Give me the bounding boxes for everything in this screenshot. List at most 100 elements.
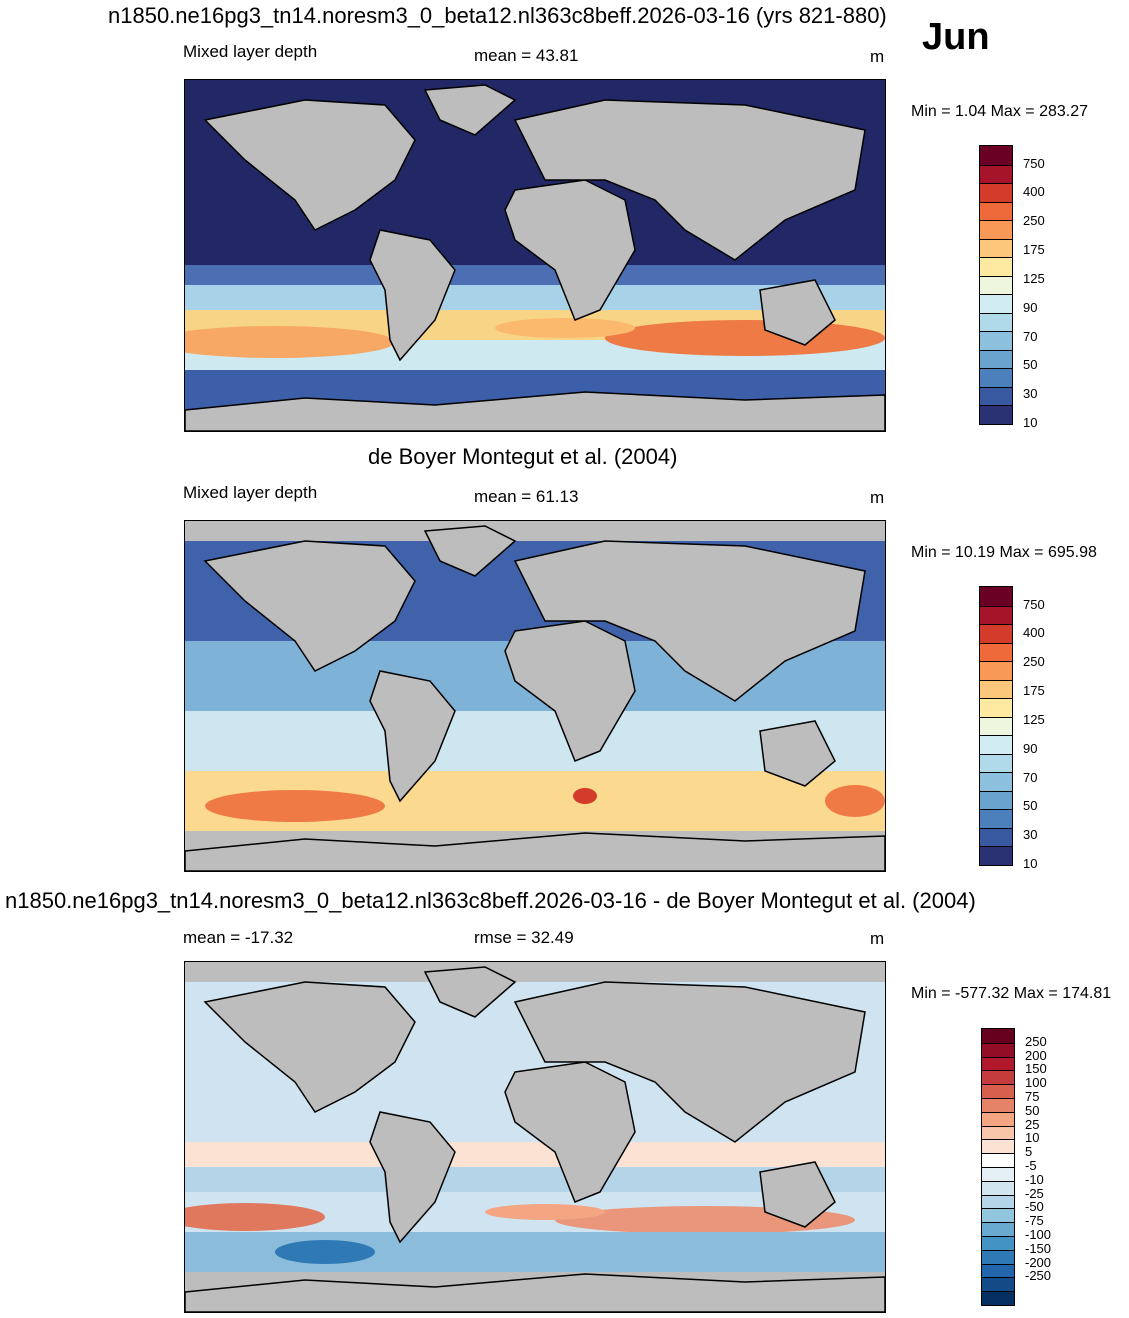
- map-diff: [184, 961, 886, 1313]
- colorbar-tick-label: 25: [1025, 1116, 1040, 1132]
- colorbar-tick-label: 50: [1023, 357, 1038, 373]
- colorbar-tick-label: -200: [1025, 1254, 1052, 1270]
- figure-title: n1850.ne16pg3_tn14.noresm3_0_beta12.nl36…: [108, 3, 887, 28]
- colorbar-tick-label: 10: [1023, 415, 1038, 430]
- colorbar-swatch: [982, 1291, 1014, 1305]
- colorbar-swatch: [980, 331, 1012, 350]
- colorbar-swatch: [982, 1056, 1014, 1071]
- colorbar-swatch: [982, 1084, 1014, 1098]
- colorbar-tick-label: 75: [1025, 1089, 1040, 1104]
- colorbar-swatch: [980, 716, 1012, 736]
- colorbar-swatch: [980, 275, 1012, 295]
- colorbar-swatch: [982, 1180, 1014, 1195]
- colorbar-swatch: [980, 679, 1012, 699]
- map-model: [184, 79, 886, 432]
- colorbar-tick-label: 70: [1023, 328, 1038, 344]
- colorbar-tick-label: 125: [1023, 711, 1045, 727]
- colorbar-tick-label: 70: [1023, 769, 1038, 785]
- colorbar-swatch: [982, 1029, 1014, 1043]
- colorbar-swatch: [980, 164, 1012, 184]
- colorbar-swatch: [980, 257, 1012, 276]
- panel-diff-rmse: rmse = 32.49: [474, 928, 574, 947]
- colorbar-swatch: [982, 1042, 1014, 1057]
- colorbar-tick-label: 175: [1023, 683, 1045, 699]
- colorbar-swatch: [980, 220, 1012, 239]
- colorbar-tick-label: 400: [1023, 184, 1045, 200]
- colorbar-swatch: [982, 1222, 1014, 1236]
- colorbar-diff-box: [981, 1028, 1015, 1306]
- colorbar-tick-label: 750: [1023, 596, 1045, 612]
- colorbar-swatch: [980, 183, 1012, 202]
- colorbar-swatch: [980, 790, 1012, 810]
- colorbar-tick-label: -25: [1025, 1185, 1044, 1201]
- colorbar-tick-label: 175: [1023, 242, 1045, 258]
- panel-model-minmax: Min = 1.04 Max = 283.27: [911, 103, 1088, 120]
- colorbar-tick-label: 90: [1023, 299, 1038, 315]
- panel-model-mean: mean = 43.81: [474, 46, 579, 65]
- panel-obs-units: m: [870, 488, 885, 507]
- colorbar-tick-label: 250: [1025, 1033, 1047, 1049]
- colorbar-tick-label: -10: [1025, 1171, 1044, 1187]
- colorbar-tick-label: -150: [1025, 1240, 1052, 1256]
- colorbar-tick-label: 250: [1023, 654, 1045, 670]
- colorbar-swatch: [980, 312, 1012, 332]
- colorbar-swatch: [982, 1111, 1014, 1126]
- colorbar-tick-label: 30: [1023, 827, 1038, 843]
- colorbar-model-box: [979, 145, 1013, 425]
- colorbar-tick-label: 125: [1023, 270, 1045, 286]
- colorbar-swatch: [980, 386, 1012, 406]
- colorbar-tick-label: 30: [1023, 386, 1038, 402]
- colorbar-swatch: [982, 1235, 1014, 1250]
- colorbar-swatch: [980, 349, 1012, 369]
- colorbar-swatch: [980, 294, 1012, 313]
- colorbar-tick-label: 250: [1023, 213, 1045, 229]
- map-obs: [184, 520, 886, 872]
- colorbar-swatch: [980, 642, 1012, 662]
- colorbar-swatch: [982, 1153, 1014, 1167]
- panel-obs-heading: de Boyer Montegut et al. (2004): [368, 444, 678, 469]
- panel-diff-units: m: [870, 929, 885, 948]
- colorbar-tick-label: 150: [1025, 1061, 1047, 1077]
- panel-diff-heading: n1850.ne16pg3_tn14.noresm3_0_beta12.nl36…: [5, 888, 976, 913]
- colorbar-tick-label: 750: [1023, 155, 1045, 171]
- panel-obs-mean: mean = 61.13: [474, 487, 579, 506]
- panel-diff-minmax: Min = -577.32 Max = 174.81: [911, 985, 1112, 1002]
- panel-diff-mean: mean = -17.32: [183, 928, 294, 947]
- colorbar-swatch: [982, 1125, 1014, 1140]
- colorbar-tick-label: 10: [1025, 1130, 1040, 1146]
- month-label: Jun: [922, 16, 990, 58]
- colorbar-swatch: [982, 1194, 1014, 1209]
- panel-model-left-label: Mixed layer depth: [183, 42, 318, 61]
- colorbar-swatch: [980, 661, 1012, 680]
- colorbar-tick-label: 400: [1023, 625, 1045, 641]
- colorbar-swatch: [982, 1263, 1014, 1278]
- panel-obs-left-label: Mixed layer depth: [183, 483, 318, 502]
- colorbar-swatch: [982, 1139, 1014, 1154]
- colorbar-swatch: [982, 1277, 1014, 1292]
- colorbar-swatch: [980, 587, 1012, 606]
- colorbar-swatch: [982, 1166, 1014, 1181]
- colorbar-tick-label: -75: [1025, 1213, 1044, 1229]
- colorbar-tick-label: 50: [1025, 1102, 1040, 1118]
- colorbar-swatch: [980, 809, 1012, 828]
- colorbar-tick-label: 100: [1025, 1075, 1047, 1091]
- colorbar-swatch: [980, 624, 1012, 643]
- colorbar-swatch: [980, 368, 1012, 387]
- colorbar-tick-label: 10: [1023, 856, 1038, 871]
- colorbar-obs-box: [979, 586, 1013, 866]
- colorbar-tick-label: -100: [1025, 1227, 1052, 1242]
- panel-model-units: m: [870, 47, 885, 66]
- panel-obs-minmax: Min = 10.19 Max = 695.98: [911, 544, 1097, 561]
- colorbar-tick-label: -5: [1025, 1158, 1037, 1173]
- colorbar-swatch: [980, 605, 1012, 625]
- colorbar-swatch: [980, 753, 1012, 773]
- colorbar-swatch: [982, 1097, 1014, 1112]
- colorbar-swatch: [980, 827, 1012, 847]
- colorbar-swatch: [982, 1208, 1014, 1223]
- colorbar-tick-label: -250: [1025, 1268, 1052, 1284]
- colorbar-tick-label: 50: [1023, 798, 1038, 814]
- colorbar-swatch: [980, 846, 1012, 865]
- colorbar-tick-label: -50: [1025, 1199, 1044, 1215]
- colorbar-swatch: [980, 698, 1012, 717]
- colorbar-swatch: [982, 1249, 1014, 1264]
